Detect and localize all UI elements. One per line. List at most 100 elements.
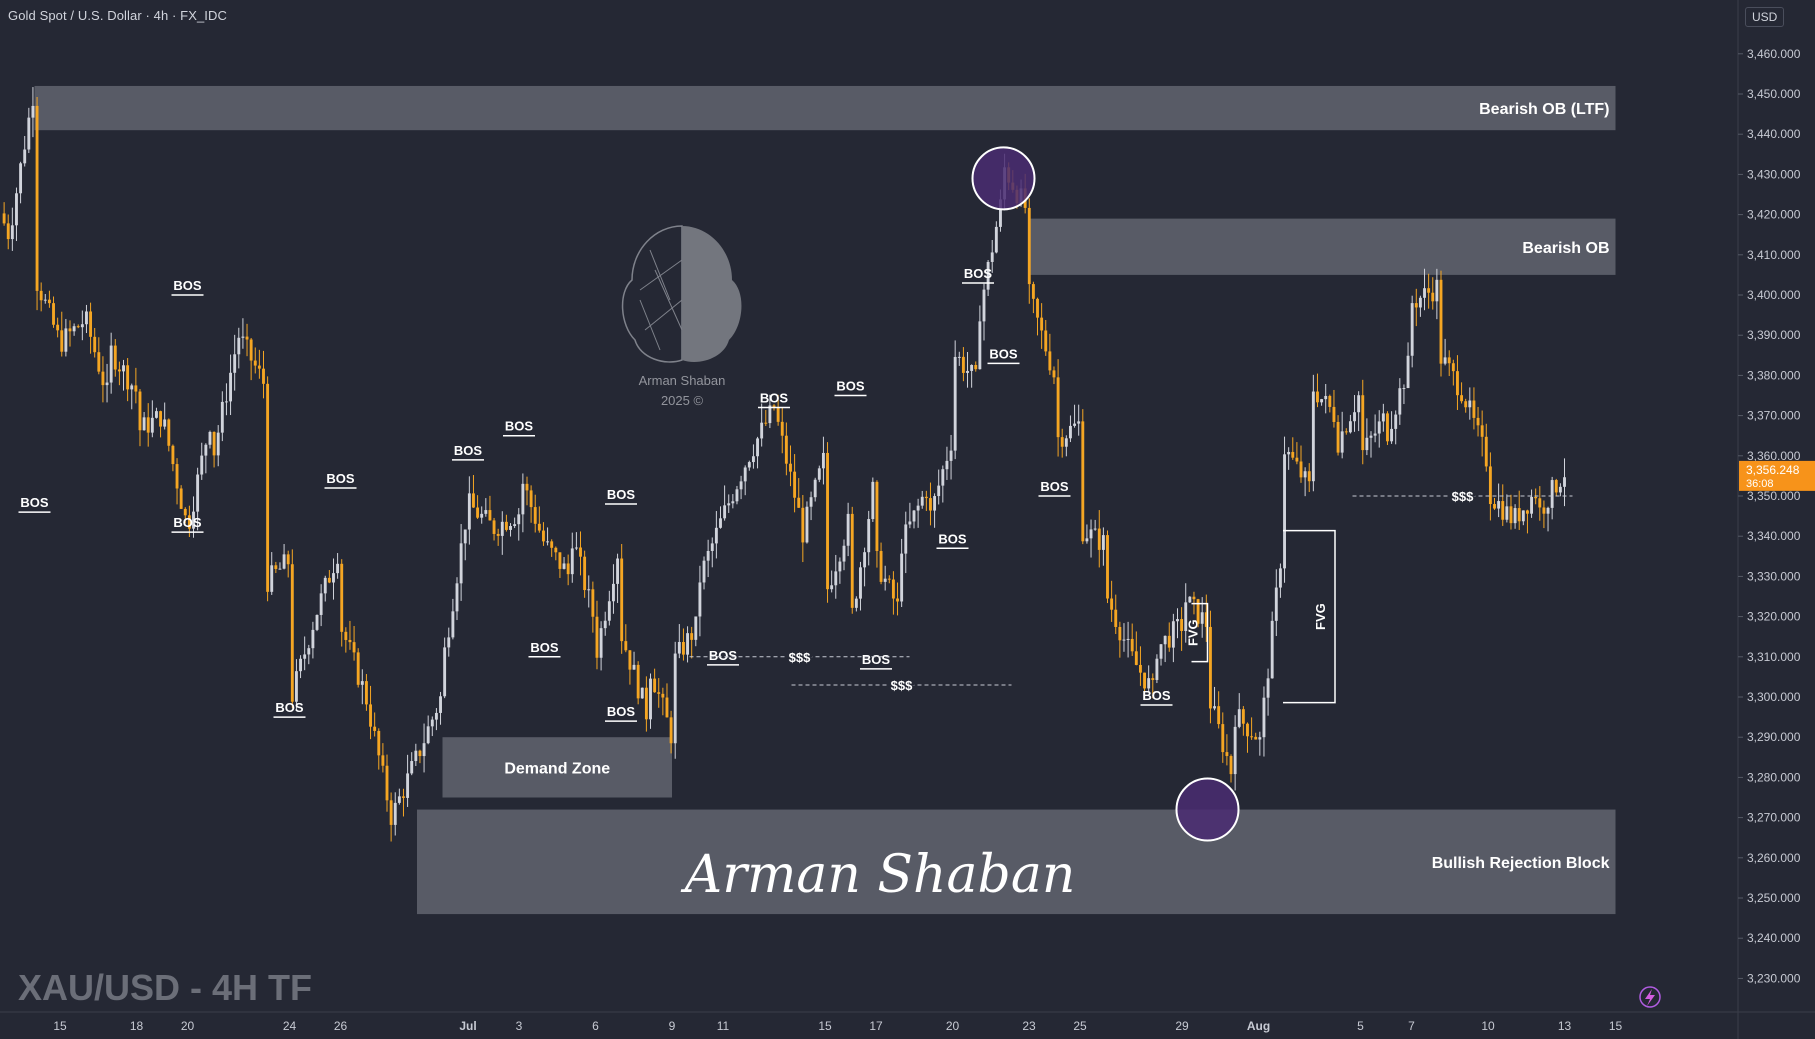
candle-body xyxy=(373,726,377,731)
bos-label: BOS xyxy=(275,700,304,715)
candle-body xyxy=(929,498,932,511)
candle-body xyxy=(196,474,200,512)
liquidity-label: $$$ xyxy=(789,650,811,665)
currency-selector[interactable]: USD xyxy=(1745,7,1785,27)
price-tick-label: 3,420.000 xyxy=(1747,208,1801,222)
candle-body xyxy=(101,371,105,386)
candle-body xyxy=(463,529,467,544)
candle-body xyxy=(904,524,908,554)
logo-left-half xyxy=(621,225,683,363)
candle-body xyxy=(714,527,718,544)
candle-body xyxy=(47,299,51,304)
time-tick-label: 23 xyxy=(1022,1019,1036,1033)
candle-body xyxy=(1176,619,1179,622)
candle-body xyxy=(72,326,76,332)
candle-body xyxy=(315,614,319,630)
candle-body xyxy=(426,726,430,744)
candle-body xyxy=(208,431,212,445)
candle-body xyxy=(681,642,685,655)
candle-body xyxy=(1484,436,1488,467)
candle-body xyxy=(1085,538,1089,542)
current-price-tag xyxy=(1739,460,1815,491)
candle-body xyxy=(842,545,846,562)
candle-body xyxy=(480,513,484,518)
candle-body xyxy=(327,577,331,583)
candle-body xyxy=(303,654,307,659)
candle-body xyxy=(319,593,323,615)
fvg-bracket xyxy=(1283,529,1336,704)
candle-body xyxy=(97,352,101,372)
candle-body xyxy=(743,467,747,482)
time-tick-label: 15 xyxy=(818,1019,832,1033)
candle-body xyxy=(389,800,393,825)
candle-body xyxy=(529,490,533,508)
candle-body xyxy=(377,730,381,756)
candle-body xyxy=(233,354,237,373)
candle-body xyxy=(1287,451,1291,455)
candle-body xyxy=(1138,664,1142,673)
candle-body xyxy=(1530,496,1534,514)
candle-body xyxy=(937,485,941,497)
candle-body xyxy=(447,637,451,648)
candle-body xyxy=(698,582,702,617)
liquidity-label: $$$ xyxy=(1452,489,1474,504)
candle-body xyxy=(513,524,517,527)
candle-body xyxy=(953,356,957,451)
candle-body xyxy=(15,193,18,226)
symbol-title[interactable]: Gold Spot / U.S. Dollar · 4h · FX_IDC xyxy=(8,8,227,23)
bos-label: BOS xyxy=(1040,479,1069,494)
candle-body xyxy=(220,401,224,433)
candle-body xyxy=(1357,395,1361,413)
bos-label: BOS xyxy=(964,266,993,281)
candle-body xyxy=(1188,596,1192,603)
price-tick-label: 3,290.000 xyxy=(1747,730,1801,744)
candle-body xyxy=(1077,421,1081,424)
candle-body xyxy=(793,471,797,498)
candle-body xyxy=(459,543,463,584)
candle-body xyxy=(994,226,998,253)
candle-body xyxy=(294,671,298,702)
bos-label: BOS xyxy=(709,648,738,663)
bos-label: BOS xyxy=(760,391,789,406)
candle-body xyxy=(1311,391,1315,482)
candle-body xyxy=(579,547,582,557)
candle-body xyxy=(1295,457,1299,462)
candle-body xyxy=(595,616,599,658)
candle-body xyxy=(554,547,558,553)
candle-body xyxy=(1307,471,1311,482)
candle-body xyxy=(1435,279,1439,302)
bos-label: BOS xyxy=(173,278,202,293)
candle-body xyxy=(756,438,759,457)
candle-body xyxy=(665,697,669,718)
time-tick-label: 29 xyxy=(1175,1019,1189,1033)
candle-body xyxy=(1439,279,1443,364)
candle-body xyxy=(1402,388,1406,390)
candle-body xyxy=(1151,678,1155,680)
candle-body xyxy=(1517,508,1521,522)
candle-body xyxy=(1101,535,1105,550)
candle-body xyxy=(751,456,755,463)
logo-mesh-line xyxy=(654,269,683,331)
candle-body xyxy=(245,336,249,340)
zone-box xyxy=(1029,218,1616,275)
candle-body xyxy=(710,543,714,552)
candle-body xyxy=(1031,284,1035,299)
candle-body xyxy=(669,717,673,744)
fvg-label: FVG xyxy=(1313,603,1328,630)
candle-body xyxy=(764,422,768,424)
lightning-icon[interactable] xyxy=(1639,986,1661,1008)
candle-body xyxy=(867,519,871,553)
candle-body xyxy=(694,616,698,640)
candle-body xyxy=(1410,303,1414,356)
candle-body xyxy=(768,405,772,424)
candle-body xyxy=(150,417,154,433)
price-tick-label: 3,440.000 xyxy=(1747,127,1801,141)
fvg-label: FVG xyxy=(1186,619,1201,646)
lightning-icon-bolt xyxy=(1645,989,1655,1006)
bos-label: BOS xyxy=(530,640,559,655)
candle-body xyxy=(19,163,23,194)
candle-body xyxy=(1476,417,1480,426)
candle-body xyxy=(999,199,1002,227)
candle-body xyxy=(85,311,88,325)
